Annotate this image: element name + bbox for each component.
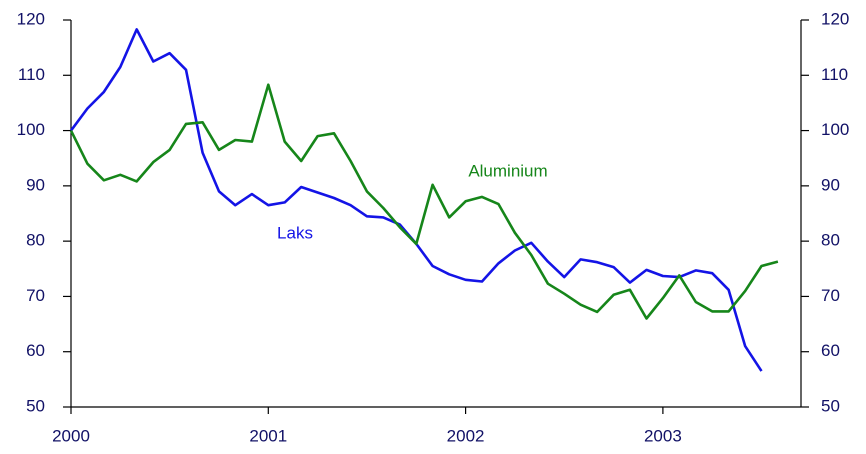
y2-tick-label: 80 xyxy=(821,231,840,250)
y-tick-label: 90 xyxy=(26,175,45,194)
x-tick-label: 2002 xyxy=(447,426,485,445)
y-tick-label: 100 xyxy=(17,120,45,139)
y-tick-label: 60 xyxy=(26,341,45,360)
y-tick-label: 110 xyxy=(18,65,45,84)
x-tick-label: 2003 xyxy=(644,426,682,445)
y-tick-label: 120 xyxy=(17,9,45,28)
y2-tick-label: 110 xyxy=(821,65,848,84)
x-tick-label: 2001 xyxy=(249,426,287,445)
series-label: Aluminium xyxy=(468,161,547,180)
series-line xyxy=(69,83,779,320)
x-tick-label: 2000 xyxy=(52,426,90,445)
y2-tick-label: 90 xyxy=(821,175,840,194)
series-line xyxy=(69,28,763,372)
y2-tick-label: 100 xyxy=(821,120,849,139)
y2-tick-label: 60 xyxy=(821,341,840,360)
y-tick-label: 50 xyxy=(26,396,45,415)
y-tick-label: 70 xyxy=(26,286,45,305)
y2-tick-label: 50 xyxy=(821,396,840,415)
y2-tick-label: 70 xyxy=(821,286,840,305)
y-tick-label: 80 xyxy=(26,231,45,250)
series-label: Laks xyxy=(277,223,313,242)
y2-tick-label: 120 xyxy=(821,9,849,28)
